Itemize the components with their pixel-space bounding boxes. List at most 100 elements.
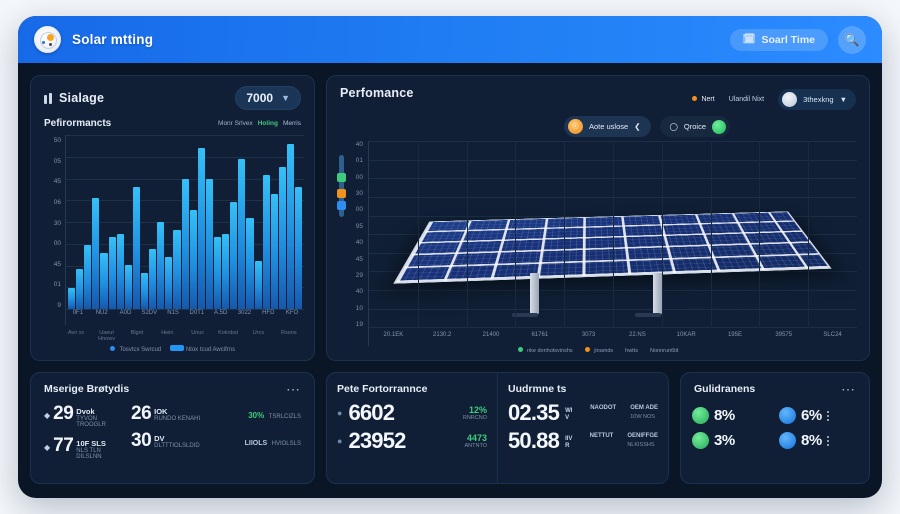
stat-delta-value: 30%	[248, 411, 265, 420]
y-tick: 01	[53, 281, 61, 289]
panel-base-2	[635, 313, 662, 318]
alert-pill[interactable]: ☉ Aote uslose ❮	[564, 116, 651, 137]
gridline	[66, 135, 304, 136]
bar-chart-y-axis: 50 05 45 06 30 00 45 01 9	[39, 135, 65, 325]
guidance-right-item: 6%	[779, 407, 858, 424]
average-card-header: Mserige Brøtydis ⋯	[31, 373, 314, 401]
panel-leg-1	[530, 272, 540, 315]
search-icon: 🔍	[844, 32, 860, 47]
y-tick: 45	[53, 178, 61, 186]
choice-pill[interactable]: ◯ Qroice	[659, 116, 730, 137]
stat-item: 30 DV DLTTTIOLSLDID	[131, 430, 214, 451]
solar-panel-array	[393, 157, 837, 318]
view-dropdown[interactable]: 3thexkng ▼	[778, 89, 856, 110]
peak-delta: 4473 ANTNTO	[464, 433, 487, 449]
bar	[116, 233, 124, 309]
bar-chart-plot: 0F1 NU2 A0D S2DV N1S D0T1 A.5D 3022 HFD KFO	[65, 135, 304, 325]
footer-legend-item-1: Ntox tcud Awcifrns	[170, 345, 235, 353]
average-stats-grid: ◆ 29 Dvok TYVON TROOGLR ◆ 77 10F SLS	[31, 401, 314, 460]
bar-chart-series	[68, 135, 303, 309]
y-tick: 29	[355, 271, 363, 279]
guidance-right-item: 8%	[779, 432, 858, 449]
avatar-ring	[40, 32, 57, 49]
peak-delta-value: 4473	[466, 433, 487, 443]
stat-meta-primary: Dvok	[76, 407, 95, 416]
vertical-dots-icon[interactable]	[826, 435, 829, 446]
x-tick: 10KAR	[676, 332, 696, 338]
y-tick: 01	[355, 157, 363, 165]
stat-delta-label: TSRLCIZLS	[268, 414, 301, 420]
vertical-gridline	[466, 141, 468, 328]
avatar-dot-2	[49, 43, 52, 46]
vertical-dots-icon[interactable]	[826, 410, 829, 421]
view-dropdown-avatar-icon	[782, 92, 798, 107]
title-bar: Solar mtting 🗓 Soarl Time 🔍	[18, 16, 882, 63]
kebab-menu-icon[interactable]: ⋯	[286, 381, 301, 397]
stat-value: 26	[131, 403, 152, 424]
silage-title: Sialage	[59, 91, 105, 105]
bar	[173, 229, 181, 309]
bar	[230, 202, 238, 309]
bar	[222, 233, 230, 309]
chevron-left-icon: ❮	[634, 122, 641, 131]
search-button[interactable]: 🔍	[838, 25, 866, 54]
alert-pill-label: Aote uslose	[589, 122, 629, 131]
x-tick: KFO	[285, 310, 299, 316]
x-sublabel: Koknbst	[218, 330, 238, 336]
kebab-menu-icon[interactable]: ⋯	[841, 381, 856, 397]
bar	[270, 194, 278, 309]
x-tick: 3022	[237, 310, 252, 316]
bar	[205, 178, 213, 309]
y-tick: 9	[57, 302, 61, 309]
y-tick: 06	[53, 198, 61, 206]
uptime-unit: WI V	[565, 405, 572, 422]
alert-badge-icon: ☉	[568, 119, 583, 134]
stat-meta: DV DLTTTIOLSLDID	[154, 432, 200, 449]
performance-y-axis: 40 01 00 30 00 95 40 45 29 40 10 19	[337, 141, 368, 346]
solar-time-button[interactable]: 🗓 Soarl Time	[729, 28, 828, 51]
blue-status-icon	[779, 432, 796, 449]
avatar-dot-1	[42, 41, 45, 44]
green-status-icon	[692, 407, 709, 424]
x-sublabel: Uaeut Hnowv	[98, 330, 115, 342]
stat-value: 29	[53, 403, 74, 424]
header-actions: 🗓 Soarl Time 🔍	[729, 25, 866, 54]
performance-footer-legend: nke donhotsvinshs jinamds hwtts Nonnrun6…	[327, 346, 869, 360]
uptime-meta: NAODOT OEM ADE 10W NOS	[590, 404, 658, 422]
guidance-card: Gulidranens ⋯ 8% 6%	[680, 372, 870, 484]
stat-meta-secondary: RUNDO KENAHI	[154, 416, 201, 422]
x-tick: 2130.2	[433, 332, 452, 338]
stat-value: 30	[131, 430, 152, 451]
bar	[295, 186, 303, 309]
bar	[238, 159, 246, 309]
stat-meta: LIIOLS HVIOLSLS	[245, 432, 301, 450]
top-row: Sialage 7000 ▼ Pefirormancts Monr Srlvex…	[30, 75, 870, 361]
uptime-unit-top: WI	[565, 407, 573, 414]
peak-delta-label: ANTNTO	[464, 443, 487, 449]
peak-row: ● 23952 4473 ANTNTO	[337, 430, 487, 452]
y-tick: 19	[355, 320, 363, 328]
stat-meta-secondary: TYVON TROOGLR	[76, 416, 106, 428]
legend-item-0: Monr Srlvex	[218, 120, 253, 127]
stat-item: ◆ 77 10F SLS NLS TLN DILSLNN	[44, 436, 127, 460]
performance-subtitle: Pefirormancts	[44, 118, 112, 129]
app-window: Solar mtting 🗓 Soarl Time 🔍 Sialage	[18, 16, 882, 498]
average-col-2: 26 IOK RUNDO KENAHI 30 DV DLTTTIOLSLDID	[131, 403, 214, 460]
bar	[189, 210, 197, 309]
performance-top-legend: Nert Ulandil Nixt 3thexkng ▼	[691, 86, 856, 110]
stat-meta: Dvok TYVON TROOGLR	[76, 405, 127, 428]
uptime-meta-1a: NAODOT	[590, 405, 617, 411]
bar-chart-footer-legend: Tosvtcx Swrcud Ntox tcud Awcifrns	[31, 342, 314, 360]
bar	[100, 253, 108, 309]
peak-delta-label: RNRCNO	[462, 415, 487, 421]
average-card: Mserige Brøtydis ⋯ ◆ 29 Dvok TYVON TROOG…	[30, 372, 315, 484]
x-tick: 3073	[581, 332, 596, 338]
stat-meta-primary: 10F SLS	[76, 439, 106, 448]
uptime-row: 50.88 IIV R NETTUT OENIFFGE	[508, 430, 658, 452]
x-sublabel: Avn xc	[67, 330, 85, 336]
x-tick: A.5D	[214, 310, 228, 316]
range-dropdown[interactable]: 7000 ▼	[235, 86, 301, 110]
gridline	[66, 309, 304, 310]
vertical-gridline	[759, 141, 761, 328]
average-col-1: ◆ 29 Dvok TYVON TROOGLR ◆ 77 10F SLS	[44, 403, 127, 460]
